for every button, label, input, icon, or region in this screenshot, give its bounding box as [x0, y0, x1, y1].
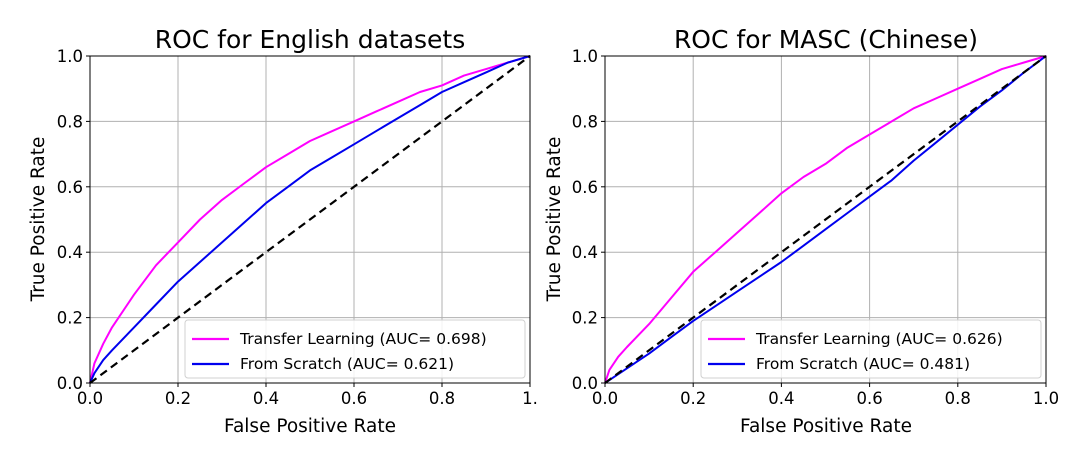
legend: Transfer Learning (AUC= 0.698) From Scrat…: [184, 319, 526, 379]
x-tick-label: 0.8: [429, 389, 455, 408]
y-tick-label: 1.0: [57, 47, 83, 66]
legend-box: [184, 319, 526, 379]
legend-entry-label: Transfer Learning (AUC= 0.626): [755, 330, 1003, 348]
x-tick-label: 0.2: [165, 389, 191, 408]
legend-entry-label: From Scratch (AUC= 0.481): [756, 355, 970, 373]
chance-line: [89, 55, 531, 384]
tick-layer: 0.0 0.2 0.4 0.6 0.8 1.0 0.0 0.2 0.4 0.6 0.8 1.0: [572, 47, 1059, 408]
x-tick-label: 0.0: [592, 389, 618, 408]
y-axis-label: True Positive Rate: [544, 137, 565, 303]
y-tick-label: 0.0: [572, 374, 598, 393]
y-tick-label: 0.4: [572, 243, 598, 262]
y-tick-label: 0.0: [57, 374, 83, 393]
roc-series-line: [89, 55, 531, 384]
x-tick-label: 0.2: [680, 389, 706, 408]
tick-layer: 0.0 0.2 0.4 0.6 0.8 1. 0.0 0.2 0.4 0.6 0.8 1.0: [57, 47, 538, 408]
roc-series-line: [604, 55, 1047, 384]
chance-line: [604, 55, 1047, 384]
y-tick-label: 0.8: [57, 112, 83, 131]
y-tick-label: 0.4: [57, 243, 83, 262]
x-tick-label: 0.6: [856, 389, 882, 408]
plot-frame: [89, 55, 531, 384]
x-tick-label: 1.: [522, 389, 538, 408]
x-tick-label: 0.4: [768, 389, 794, 408]
series-layer: [604, 55, 1047, 384]
y-tick-label: 0.6: [57, 178, 83, 197]
series-layer: [89, 55, 531, 384]
x-tick-label: 0.6: [341, 389, 367, 408]
chart-title: ROC for MASC (Chinese): [674, 25, 978, 54]
x-tick-label: 1.0: [1033, 389, 1059, 408]
x-tick-label: 0.4: [253, 389, 279, 408]
y-tick-label: 0.8: [572, 112, 598, 131]
legend: Transfer Learning (AUC= 0.626) From Scrat…: [700, 319, 1042, 379]
y-tick-label: 0.6: [572, 178, 598, 197]
legend-box: [700, 319, 1042, 379]
x-axis-label: False Positive Rate: [224, 416, 396, 437]
y-axis-label: True Positive Rate: [28, 137, 49, 303]
x-tick-label: 0.8: [945, 389, 971, 408]
legend-entry-label: From Scratch (AUC= 0.621): [240, 355, 454, 373]
x-tick-label: 0.0: [77, 389, 103, 408]
y-tick-label: 0.2: [57, 309, 83, 328]
roc-series-line: [89, 55, 531, 384]
roc-series-line: [604, 55, 1047, 384]
x-axis-label: False Positive Rate: [740, 416, 912, 437]
y-tick-label: 1.0: [572, 47, 598, 66]
legend-entry-label: Transfer Learning (AUC= 0.698): [239, 330, 487, 348]
chart-title: ROC for English datasets: [155, 25, 466, 54]
chart-english: ROC for English datasets 0.0 0.2 0.4 0.6 0.8…: [28, 25, 538, 437]
y-tick-label: 0.2: [572, 309, 598, 328]
chart-masc: ROC for MASC (Chinese) 0.0 0.2 0.4 0.6 0.8 1.…: [544, 25, 1059, 437]
plot-frame: [604, 55, 1047, 384]
